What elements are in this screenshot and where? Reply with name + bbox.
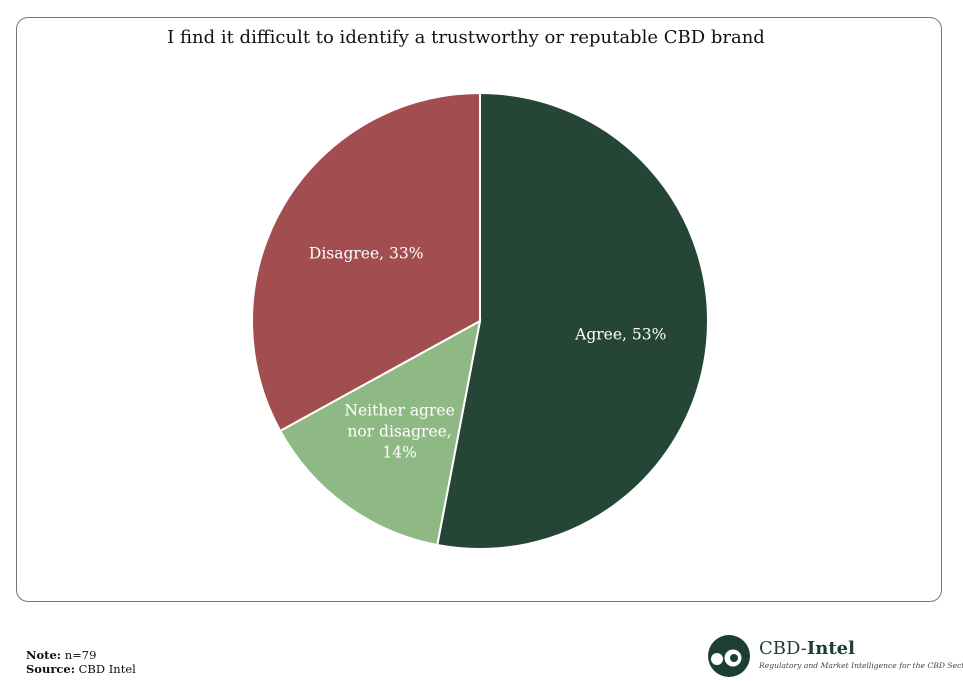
pie-slice-neither-agree-nor-disagree	[278, 319, 482, 547]
logo-name: CBD-Intel	[759, 638, 855, 659]
footnotes: Note: n=79 Source: CBD Intel	[26, 648, 136, 676]
logo-name-part2: Intel	[806, 638, 855, 659]
source-label: Source:	[26, 662, 75, 676]
note-label: Note:	[26, 648, 62, 662]
chart-frame	[16, 17, 942, 602]
source-line: Source: CBD Intel	[26, 662, 136, 676]
logo-name-part1: CBD-	[759, 638, 807, 659]
note-text: n=79	[61, 648, 97, 662]
chart-title: I find it difficult to identify a trustw…	[167, 27, 765, 48]
pie-slice-disagree	[251, 91, 481, 433]
note-line: Note: n=79	[26, 648, 136, 662]
slice-label-agree: Agree, 53%	[574, 325, 666, 343]
slice-label-disagree: Disagree, 33%	[309, 245, 424, 263]
slice-label-neither-agree-nor-disagree: Neither agree nor disagree, 14%	[344, 402, 454, 462]
pie-slice-agree	[436, 91, 709, 550]
cbd-intel-logo: CBD-Intel Regulatory and Market Intellig…	[707, 634, 963, 678]
logo-tagline: Regulatory and Market Intelligence for t…	[759, 661, 963, 670]
logo-mark-icon	[708, 635, 750, 677]
source-text: CBD Intel	[74, 662, 136, 676]
